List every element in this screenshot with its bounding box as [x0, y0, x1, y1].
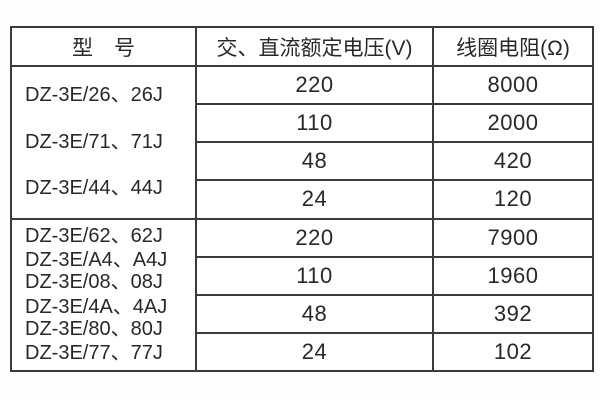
table-row: 48 392 — [11, 293, 594, 334]
voltage-value: 48 — [195, 293, 434, 334]
table-row: 110 1960 — [11, 255, 594, 296]
voltage-value: 110 — [195, 255, 434, 296]
voltage-value: 24 — [195, 331, 434, 373]
model-name-pair: DZ-3E/4A、4AJ DZ-3E/80、80J — [25, 296, 191, 340]
header-row: 型 号 交、直流额定电压(V) 线圈电阻(Ω) — [10, 26, 594, 67]
table-row: DZ-3E/62、62J DZ-3E/A4、A4J DZ-3E/08、08J D… — [10, 217, 594, 372]
model-name: DZ-3E/44、44J — [25, 177, 163, 200]
model-name: DZ-3E/A4、A4J — [25, 249, 168, 271]
voltage-value: 220 — [195, 217, 434, 258]
model-group-1-list: DZ-3E/26、26J DZ-3E/71、71J DZ-3E/44、44J — [12, 67, 195, 218]
resistance-value: 2000 — [432, 103, 594, 144]
model-name: DZ-3E/08、08J — [25, 271, 163, 293]
model-name: DZ-3E/77、77J — [25, 342, 163, 364]
resistance-value: 1960 — [432, 255, 594, 296]
table-row: DZ-3E/26、26J DZ-3E/71、71J DZ-3E/44、44J 2… — [10, 64, 594, 220]
table-row: 48 420 — [11, 141, 594, 182]
voltage-value: 110 — [195, 103, 434, 144]
header-resistance: 线圈电阻(Ω) — [432, 26, 594, 67]
model-name: DZ-3E/71、71J — [25, 130, 163, 153]
resistance-value: 120 — [432, 179, 594, 220]
header-model: 型 号 — [10, 26, 197, 67]
table-row: 24 120 — [11, 179, 594, 220]
header-voltage: 交、直流额定电压(V) — [195, 26, 434, 67]
relay-spec-table: 型 号 交、直流额定电压(V) 线圈电阻(Ω) DZ-3E/26、26J DZ-… — [10, 26, 594, 373]
model-name: DZ-3E/4A、4AJ — [25, 295, 168, 318]
resistance-value: 8000 — [432, 64, 594, 106]
resistance-value: 392 — [432, 293, 594, 334]
table-row: 24 102 — [11, 331, 594, 373]
model-name: DZ-3E/80、80J — [25, 317, 163, 340]
resistance-value: 7900 — [432, 217, 594, 258]
model-group-2-list: DZ-3E/62、62J DZ-3E/A4、A4J DZ-3E/08、08J D… — [12, 220, 195, 371]
resistance-value: 420 — [432, 141, 594, 182]
model-name: DZ-3E/26、26J — [25, 84, 163, 107]
resistance-value: 102 — [432, 331, 594, 373]
model-group-2-cell: DZ-3E/62、62J DZ-3E/A4、A4J DZ-3E/08、08J D… — [10, 217, 197, 372]
model-group-1-cell: DZ-3E/26、26J DZ-3E/71、71J DZ-3E/44、44J — [10, 65, 197, 220]
voltage-value: 220 — [195, 64, 434, 106]
voltage-value: 24 — [195, 179, 434, 220]
model-name-pair: DZ-3E/A4、A4J DZ-3E/08、08J — [25, 249, 191, 293]
table-row: 110 2000 — [11, 103, 594, 144]
voltage-value: 48 — [195, 141, 434, 182]
model-name: DZ-3E/62、62J — [25, 224, 163, 247]
